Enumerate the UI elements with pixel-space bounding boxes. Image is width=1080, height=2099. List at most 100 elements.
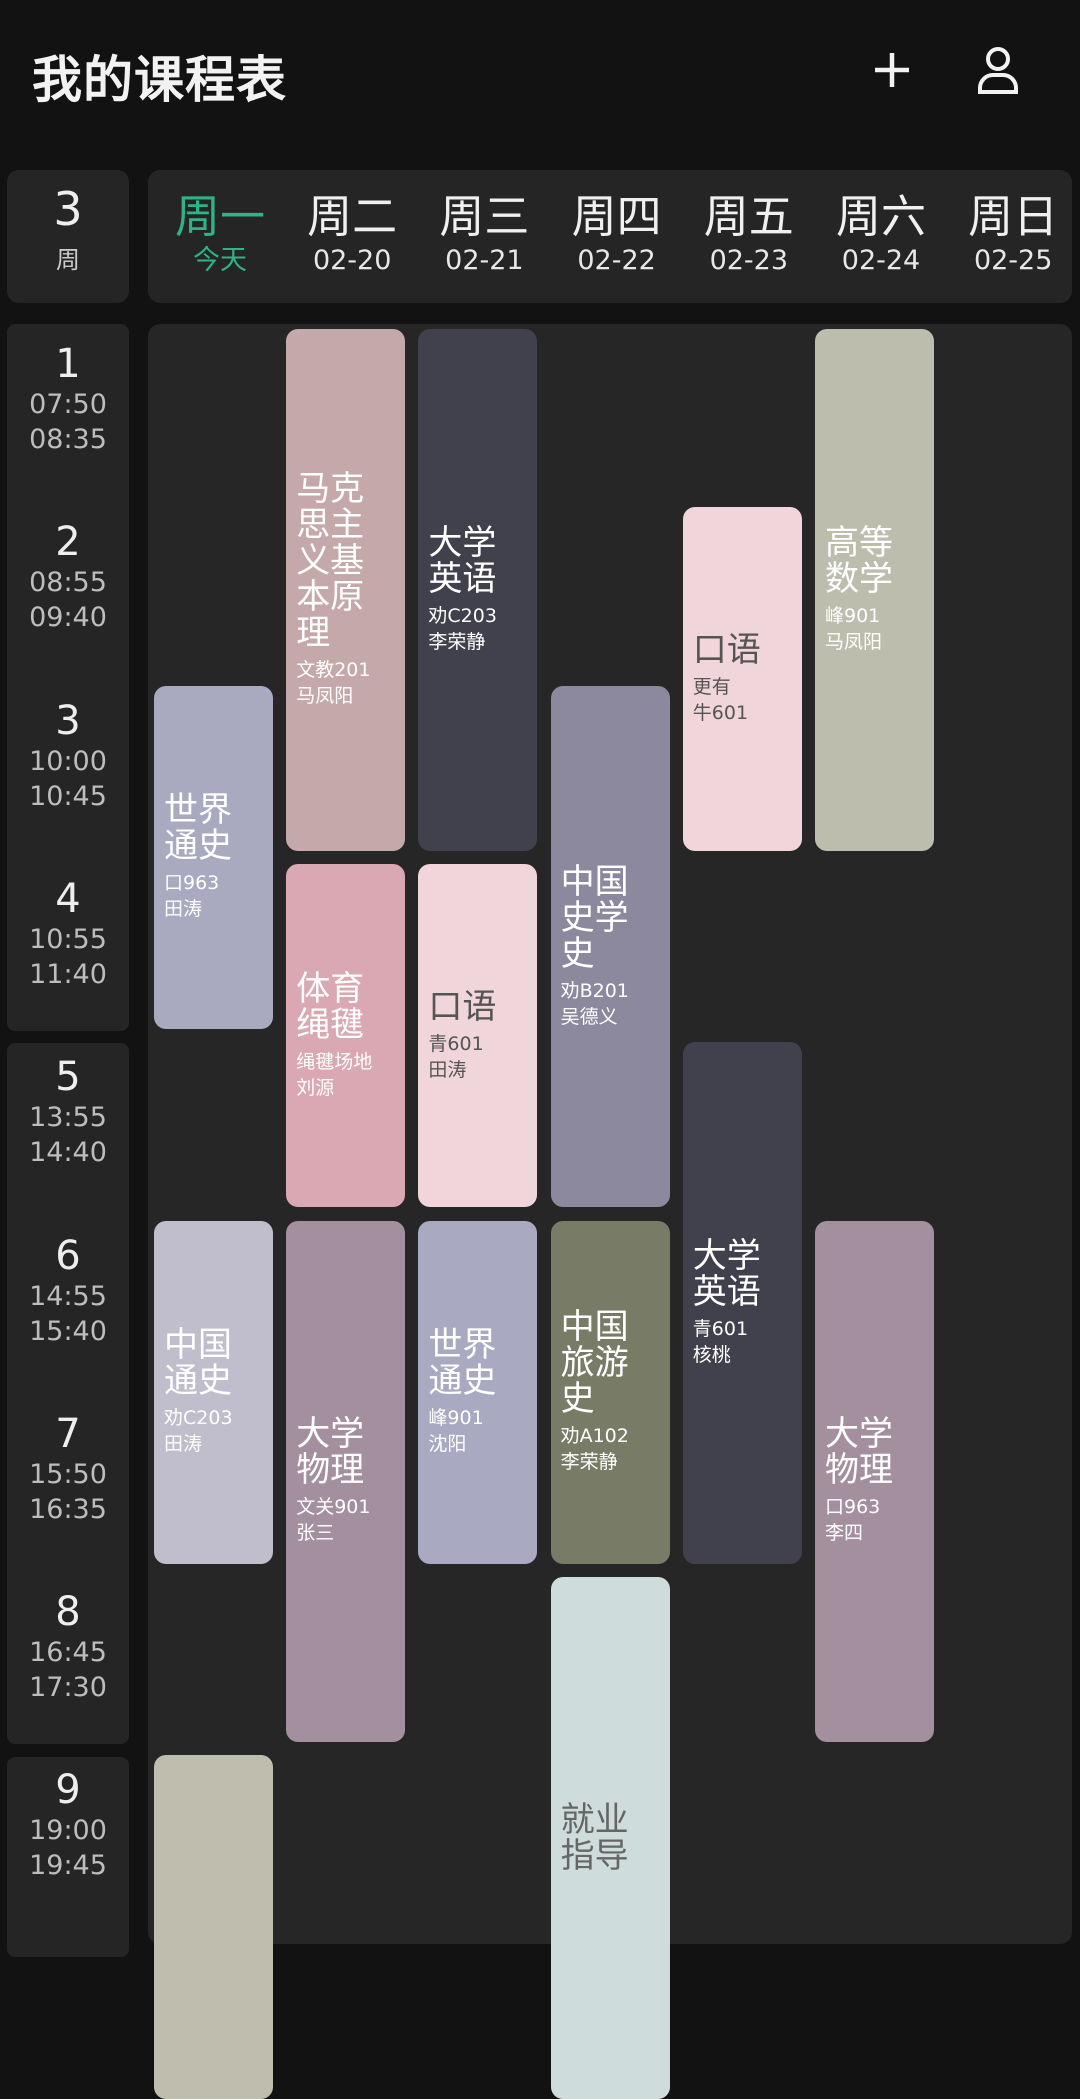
course-teacher: 沈阳 <box>428 1433 467 1456</box>
course-card[interactable]: 大学物理口963 李四 <box>815 1220 934 1743</box>
course-room: 劝A102 <box>560 1425 629 1448</box>
course-teacher: 李荣静 <box>428 630 486 653</box>
period-start-time: 16:45 <box>29 1637 107 1669</box>
course-teacher: 田涛 <box>164 1433 203 1456</box>
period-end-time: 09:40 <box>29 602 107 634</box>
course-card[interactable]: 大学英语 青601 核桃 <box>682 1042 802 1565</box>
course-room: 青601 <box>692 1318 749 1341</box>
course-teacher: 李四 <box>825 1522 864 1545</box>
course-room: 口963 <box>164 872 220 895</box>
course-teacher: 核桃 <box>692 1344 731 1367</box>
course-card[interactable]: 口语 更有 牛601 <box>682 507 802 851</box>
day-date: 02-25 <box>973 245 1053 276</box>
course-room: 峰901 <box>825 604 881 627</box>
period-end-time: 14:40 <box>29 1137 107 1169</box>
course-title: 大学物理 <box>296 1414 365 1491</box>
day-name: 周日 <box>968 190 1059 243</box>
period-number: 8 <box>55 1589 81 1636</box>
period-group-morning <box>7 324 129 1031</box>
period-group-afternoon <box>7 1043 129 1744</box>
day-date: 今天 <box>193 245 247 276</box>
period-number: 5 <box>55 1054 81 1101</box>
period-start-time: 13:55 <box>29 1102 107 1134</box>
period-number: 1 <box>55 341 81 387</box>
course-card[interactable]: 中国旅游史 劝A102 李荣静 <box>550 1220 670 1565</box>
day-name: 周四 <box>571 190 662 243</box>
day-column-header[interactable]: 周五 02-23 <box>683 192 815 278</box>
course-teacher: 马凤阳 <box>296 684 354 707</box>
course-title: 中国旅游史 <box>560 1307 629 1420</box>
course-room: 文教201 <box>296 658 371 681</box>
day-name: 周二 <box>307 190 398 243</box>
course-title: 口语 <box>692 630 761 671</box>
period-end-time: 17:30 <box>29 1672 107 1704</box>
period-number: 7 <box>55 1410 81 1457</box>
course-card[interactable]: 世界通史 峰901 沈阳 <box>418 1220 538 1565</box>
period-number: 6 <box>55 1232 81 1279</box>
course-room: 口963 <box>825 1496 881 1519</box>
week-label: 周 <box>56 246 80 274</box>
day-column-header[interactable]: 周日 02-25 <box>947 192 1079 278</box>
day-column-header[interactable]: 周一 今天 <box>154 192 286 278</box>
course-title: 中国史学史 <box>560 861 629 974</box>
add-course-button[interactable] <box>862 42 922 102</box>
period-slot: 1 07:50 08:35 <box>7 341 129 457</box>
course-card[interactable]: 大学物理文关901 张三 <box>286 1220 406 1743</box>
course-title: 大学物理 <box>825 1414 893 1491</box>
period-start-time: 19:00 <box>29 1815 107 1847</box>
course-room: 文关901 <box>296 1496 371 1519</box>
course-card[interactable]: 马克思主义基本原理 文教201 马凤阳 <box>286 329 406 851</box>
period-number: 2 <box>55 519 81 566</box>
course-title: 世界通史 <box>164 790 232 867</box>
course-teacher: 田涛 <box>164 898 203 921</box>
day-column-header[interactable]: 周六 02-24 <box>815 192 947 278</box>
day-column-header[interactable]: 周三 02-21 <box>418 192 550 278</box>
profile-button[interactable] <box>968 42 1028 102</box>
week-selector[interactable]: 3 周 <box>7 170 129 303</box>
period-slot: 7 15:50 16:35 <box>7 1411 129 1527</box>
day-name: 周五 <box>703 190 794 243</box>
course-card[interactable]: 就业指导 <box>550 1577 670 2099</box>
period-end-time: 08:35 <box>29 424 107 455</box>
day-name: 周一 <box>174 190 265 243</box>
day-column-header[interactable]: 周二 02-20 <box>286 192 418 278</box>
day-name: 周三 <box>439 190 530 243</box>
course-card[interactable]: 世界通史口963 田涛 <box>154 685 273 1030</box>
period-number: 9 <box>55 1767 81 1814</box>
course-card[interactable]: 大学英语 劝C203 李荣静 <box>418 329 538 851</box>
period-end-time: 11:40 <box>29 958 107 990</box>
course-teacher: 张三 <box>296 1522 335 1545</box>
plus-icon <box>872 50 912 94</box>
day-column-header[interactable]: 周四 02-22 <box>551 192 683 278</box>
period-number: 3 <box>55 697 81 744</box>
course-title: 高等数学 <box>825 522 893 599</box>
course-card[interactable] <box>154 1755 273 2099</box>
week-number: 3 <box>53 182 83 236</box>
day-name: 周六 <box>835 190 926 243</box>
course-teacher: 田涛 <box>428 1058 467 1081</box>
period-start-time: 14:55 <box>29 1280 107 1312</box>
course-card[interactable]: 口语青601 田涛 <box>418 863 538 1208</box>
day-date: 02-20 <box>312 245 392 276</box>
period-slot: 5 13:55 14:40 <box>7 1054 129 1170</box>
period-end-time: 10:45 <box>29 780 107 812</box>
course-card[interactable]: 体育绳毽 绳毽场地 刘源 <box>286 863 406 1208</box>
course-card[interactable]: 高等数学峰901 马凤阳 <box>815 329 934 851</box>
course-card[interactable]: 中国史学史 劝B201 吴德义 <box>550 685 670 1208</box>
period-slot: 6 14:55 15:40 <box>7 1233 129 1349</box>
course-room: 青601 <box>428 1032 484 1055</box>
course-title: 中国通史 <box>164 1325 232 1402</box>
period-start-time: 08:55 <box>29 567 107 599</box>
period-start-time: 15:50 <box>29 1458 107 1490</box>
period-slot: 8 16:45 17:30 <box>7 1589 129 1705</box>
course-teacher: 刘源 <box>296 1076 335 1099</box>
course-card[interactable]: 中国通史劝C203 田涛 <box>154 1220 273 1565</box>
course-title: 口语 <box>428 986 497 1027</box>
day-date: 02-21 <box>445 245 524 276</box>
course-room: 劝C203 <box>164 1407 233 1430</box>
day-date: 02-24 <box>841 245 921 276</box>
period-slot: 3 10:00 10:45 <box>7 698 129 814</box>
course-teacher: 马凤阳 <box>825 630 883 653</box>
period-start-time: 07:50 <box>29 389 107 420</box>
course-room: 峰901 <box>428 1407 484 1430</box>
